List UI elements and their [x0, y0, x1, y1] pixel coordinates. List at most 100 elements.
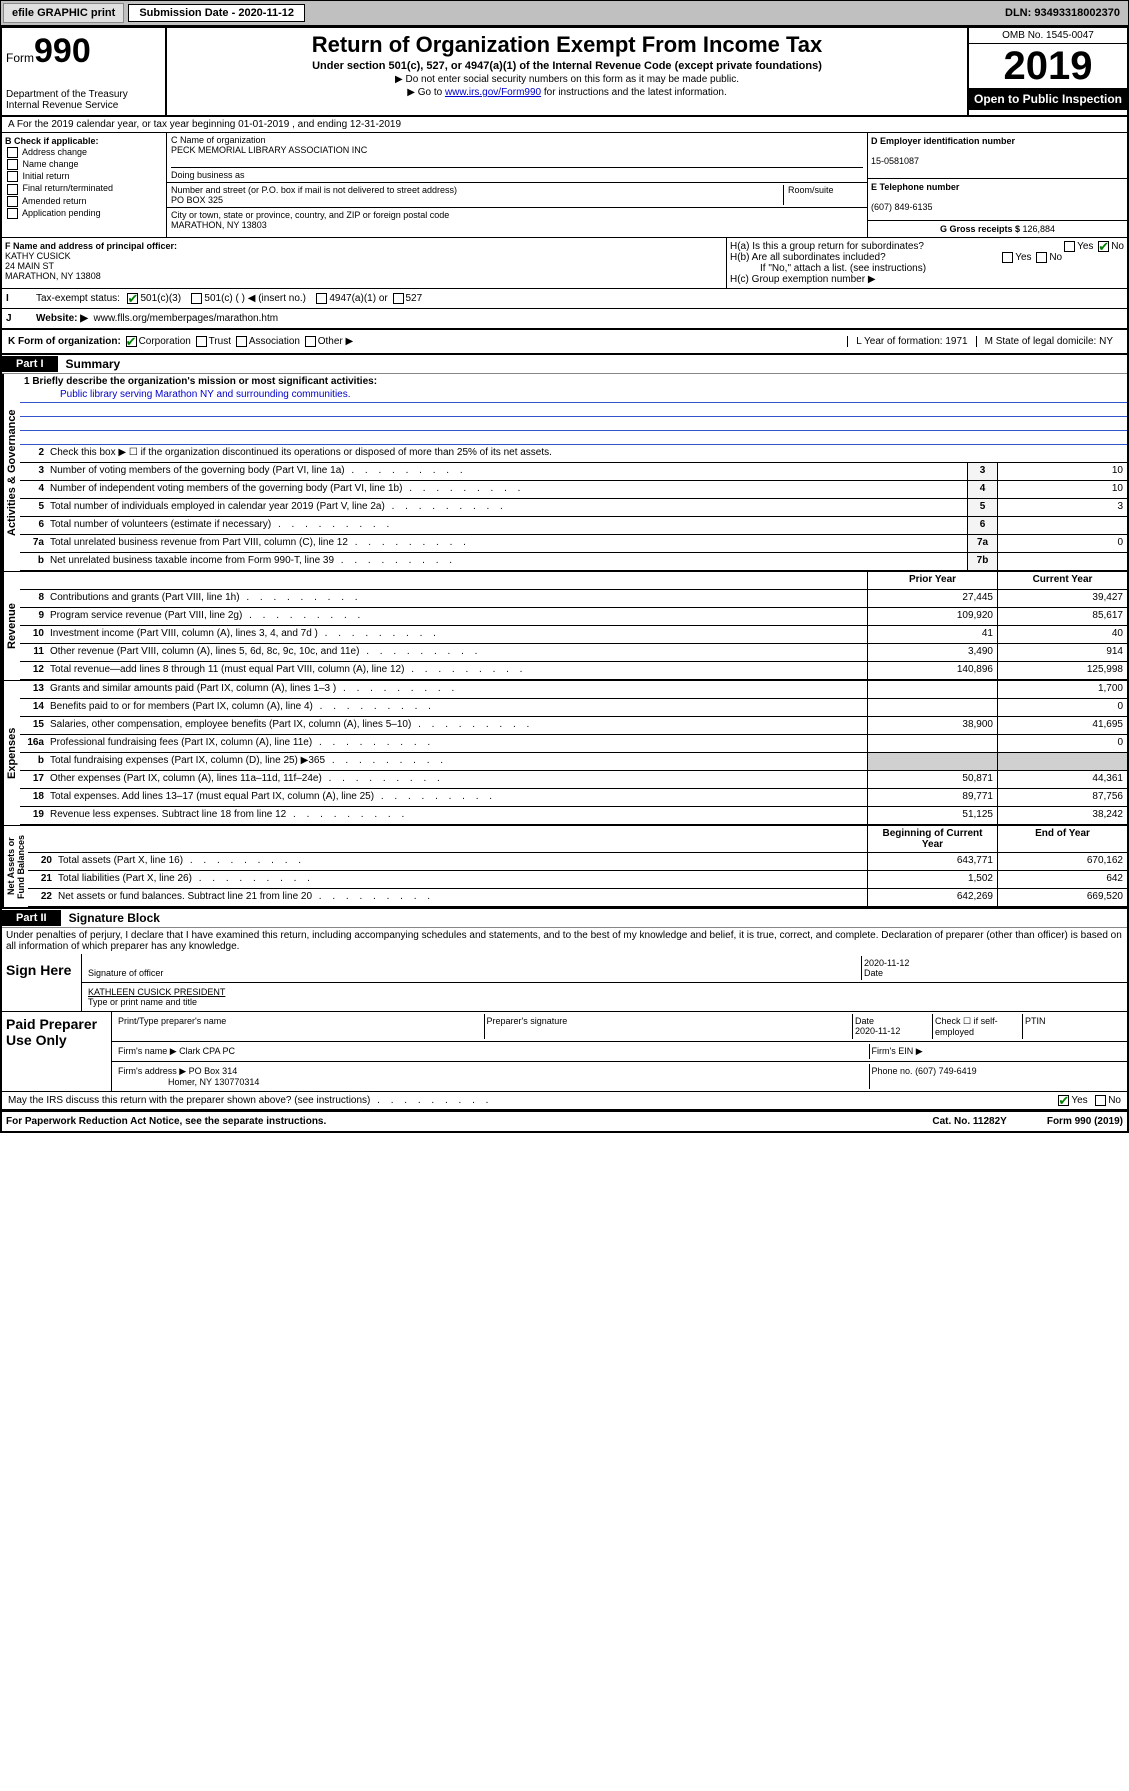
net-line-20: Total assets (Part X, line 16): [56, 853, 867, 870]
application-pending-checkbox[interactable]: [7, 208, 18, 219]
website-url: www.flls.org/memberpages/marathon.htm: [94, 313, 279, 324]
hc-label: H(c) Group exemption number ▶: [730, 274, 1124, 285]
begin-year-header: Beginning of Current Year: [867, 826, 997, 852]
net-end-22: 669,520: [997, 889, 1127, 906]
501c-checkbox[interactable]: [191, 293, 202, 304]
rev-prior-12: 140,896: [867, 662, 997, 679]
exp-prior-b: [867, 753, 997, 770]
name-label: C Name of organization: [171, 135, 863, 145]
discuss-no-checkbox[interactable]: [1095, 1095, 1106, 1106]
rev-line-9: Program service revenue (Part VIII, line…: [48, 608, 867, 625]
net-end-21: 642: [997, 871, 1127, 888]
gov-val-b: [997, 553, 1127, 570]
ein: 15-0581087: [871, 156, 919, 166]
exp-line-13: Grants and similar amounts paid (Part IX…: [48, 681, 867, 698]
rev-prior-9: 109,920: [867, 608, 997, 625]
form-subtitle: Under section 501(c), 527, or 4947(a)(1)…: [173, 60, 961, 72]
year-formation: L Year of formation: 1971: [847, 336, 975, 347]
city: MARATHON, NY 13803: [171, 220, 863, 230]
corporation-checkbox[interactable]: [126, 336, 137, 347]
exp-current-15: 41,695: [997, 717, 1127, 734]
sign-here-label: Sign Here: [2, 954, 82, 1011]
ssn-note: ▶ Do not enter social security numbers o…: [173, 74, 961, 85]
form-word: Form: [6, 51, 34, 65]
tel-label: E Telephone number: [871, 182, 959, 192]
current-year-header: Current Year: [997, 572, 1127, 589]
self-employed-check: Check ☐ if self-employed: [933, 1014, 1023, 1039]
exp-current-14: 0: [997, 699, 1127, 716]
trust-checkbox[interactable]: [196, 336, 207, 347]
revenue-side-label: Revenue: [2, 572, 20, 680]
exp-prior-15: 38,900: [867, 717, 997, 734]
rev-line-11: Other revenue (Part VIII, column (A), li…: [48, 644, 867, 661]
exp-prior-16a: [867, 735, 997, 752]
discuss-yes-checkbox[interactable]: [1058, 1095, 1069, 1106]
form-990: Form990 Department of the Treasury Inter…: [0, 26, 1129, 1133]
rev-current-10: 40: [997, 626, 1127, 643]
gov-val-4: 10: [997, 481, 1127, 498]
street-label: Number and street (or P.O. box if mail i…: [171, 185, 783, 195]
mission-blank1: [20, 403, 1127, 417]
officer-label: F Name and address of principal officer:: [5, 241, 177, 251]
submission-date: Submission Date - 2020-11-12: [128, 4, 305, 22]
gross-receipts: 126,884: [1023, 224, 1056, 234]
ha-label: H(a) Is this a group return for subordin…: [730, 241, 924, 252]
initial-return-checkbox[interactable]: [7, 171, 18, 182]
exp-line-16a: Professional fundraising fees (Part IX, …: [48, 735, 867, 752]
net-line-21: Total liabilities (Part X, line 26): [56, 871, 867, 888]
exp-prior-17: 50,871: [867, 771, 997, 788]
city-label: City or town, state or province, country…: [171, 210, 863, 220]
rev-prior-10: 41: [867, 626, 997, 643]
end-year-header: End of Year: [997, 826, 1127, 852]
efile-print-button[interactable]: efile GRAPHIC print: [3, 3, 124, 23]
exp-line-15: Salaries, other compensation, employee b…: [48, 717, 867, 734]
sig-date-label: Date: [864, 968, 883, 978]
rev-prior-11: 3,490: [867, 644, 997, 661]
exp-current-19: 38,242: [997, 807, 1127, 824]
form-number: 990: [34, 32, 91, 70]
rev-line-8: Contributions and grants (Part VIII, lin…: [48, 590, 867, 607]
part1-title: Summary: [58, 355, 129, 373]
rev-current-12: 125,998: [997, 662, 1127, 679]
part2-header: Part II: [2, 910, 61, 926]
hb-note: If "No," attach a list. (see instruction…: [730, 263, 1124, 274]
amended-return-checkbox[interactable]: [7, 196, 18, 207]
other-checkbox[interactable]: [305, 336, 316, 347]
address-change-checkbox[interactable]: [7, 147, 18, 158]
rev-line-12: Total revenue—add lines 8 through 11 (mu…: [48, 662, 867, 679]
ein-label: D Employer identification number: [871, 136, 1015, 146]
name-change-checkbox[interactable]: [7, 159, 18, 170]
tax-year: 2019: [969, 44, 1127, 88]
ha-yes-checkbox[interactable]: [1064, 241, 1075, 252]
527-checkbox[interactable]: [393, 293, 404, 304]
irs-link[interactable]: www.irs.gov/Form990: [445, 87, 541, 98]
net-begin-20: 643,771: [867, 853, 997, 870]
gov-val-3: 10: [997, 463, 1127, 480]
hb-yes-checkbox[interactable]: [1002, 252, 1013, 263]
sig-date: 2020-11-12: [864, 958, 909, 968]
association-checkbox[interactable]: [236, 336, 247, 347]
rev-prior-8: 27,445: [867, 590, 997, 607]
net-end-20: 670,162: [997, 853, 1127, 870]
rev-current-9: 85,617: [997, 608, 1127, 625]
4947-checkbox[interactable]: [316, 293, 327, 304]
prior-year-header: Prior Year: [867, 572, 997, 589]
gov-line-6: Total number of volunteers (estimate if …: [48, 517, 967, 534]
website-label: Website: ▶: [36, 313, 88, 324]
exp-line-19: Revenue less expenses. Subtract line 18 …: [48, 807, 867, 824]
gov-val-6: [997, 517, 1127, 534]
hb-no-checkbox[interactable]: [1036, 252, 1047, 263]
form-org-label: K Form of organization:: [8, 336, 121, 347]
501c3-checkbox[interactable]: [127, 293, 138, 304]
preparer-name-label: Print/Type preparer's name: [116, 1014, 485, 1039]
room-label: Room/suite: [783, 185, 863, 205]
mission-blank3: [20, 431, 1127, 445]
ha-no-checkbox[interactable]: [1098, 241, 1109, 252]
gov-line-4: Number of independent voting members of …: [48, 481, 967, 498]
dba-label: Doing business as: [171, 167, 863, 180]
top-graphic-bar: efile GRAPHIC print Submission Date - 20…: [0, 0, 1129, 26]
exp-prior-19: 51,125: [867, 807, 997, 824]
exp-current-13: 1,700: [997, 681, 1127, 698]
firm-addr: PO Box 314: [189, 1066, 238, 1076]
final-return-checkbox[interactable]: [7, 184, 18, 195]
